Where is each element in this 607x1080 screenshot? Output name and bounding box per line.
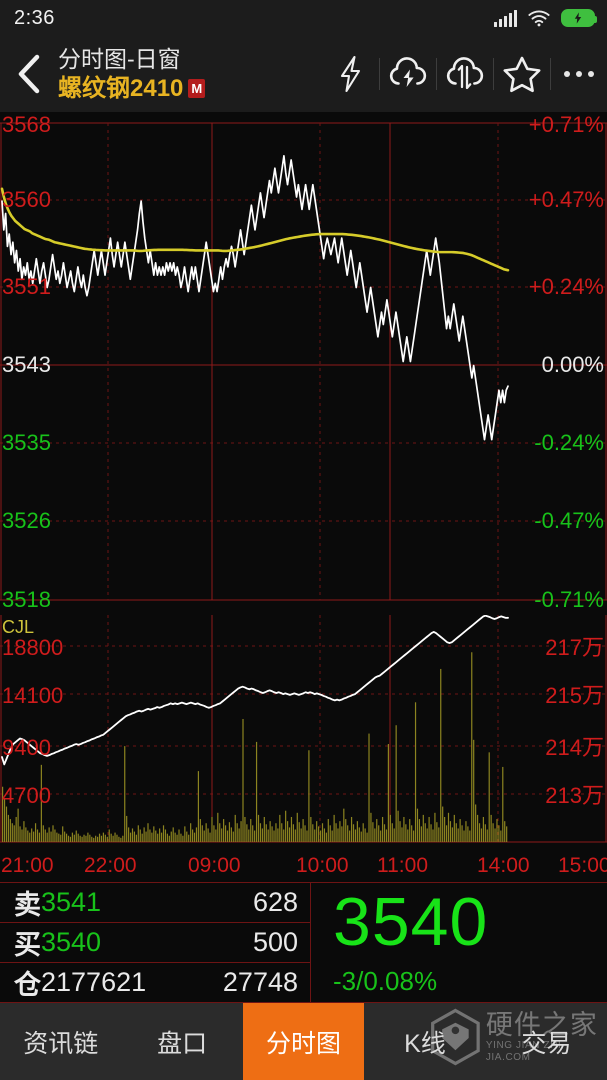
price-axis-right-2: +0.24% (528, 274, 604, 299)
bottom-tab-bar: 资讯链 盘口 分时图 K线 交易 (0, 1003, 607, 1080)
volume-axis-right-2: 214万 (545, 735, 604, 760)
time-tick-6: 15:00 (558, 854, 607, 877)
volume-axis-right-3: 213万 (545, 783, 604, 808)
cloud-updown-icon[interactable] (436, 36, 493, 112)
price-axis-left-5: 3526 (2, 508, 51, 533)
price-axis-right-5: -0.47% (534, 508, 604, 533)
more-dots-icon[interactable] (550, 36, 607, 112)
volume-axis-left-2: 9400 (2, 735, 51, 760)
ask-label: 卖 (14, 890, 41, 920)
market-badge: M (188, 79, 206, 98)
bid-label: 买 (14, 930, 41, 960)
volume-axis-right-0: 217万 (545, 635, 604, 660)
instrument-row[interactable]: 螺纹钢2410 M (58, 74, 254, 103)
price-axis-right-3: 0.00% (541, 352, 604, 377)
price-axis-right-0: +0.71% (528, 112, 604, 137)
price-axis-left-4: 3535 (2, 430, 51, 455)
open-interest-label: 仓 (14, 970, 41, 1000)
price-axis-left-0: 3568 (2, 112, 51, 137)
volume-axis-left-0: 18800 (2, 635, 64, 660)
time-axis: 21:00 22:00 09:00 10:00 11:00 14:00 15:0… (0, 854, 607, 882)
status-bar-clock: 2:36 (14, 6, 55, 29)
last-price: 3540 (333, 884, 489, 960)
volume-axis-right-1: 215万 (545, 683, 604, 708)
bid-price: 3540 (41, 927, 102, 957)
time-tick-1: 22:00 (84, 854, 137, 877)
open-interest-value: 2177621 (41, 967, 147, 997)
price-axis-left-2: 3551 (2, 274, 51, 299)
cloud-lightning-icon[interactable] (379, 36, 436, 112)
price-axis-right-1: +0.47% (528, 187, 604, 212)
lightning-icon[interactable] (322, 36, 379, 112)
time-tick-0: 21:00 (1, 854, 54, 877)
quote-panel: 卖 3541 628 买 3540 500 仓 2177621 27748 35… (0, 882, 607, 1003)
volume-chart-svg (0, 615, 607, 843)
price-axis-left-6: 3518 (2, 587, 51, 612)
volume-axis-left-3: 4700 (2, 783, 51, 808)
app-header: 分时图-日窗 螺纹钢2410 M (0, 36, 607, 112)
price-chart-svg (0, 122, 607, 601)
ask-volume: 628 (252, 887, 298, 917)
volume-indicator-label: CJL (2, 617, 35, 637)
wifi-icon (528, 9, 550, 27)
tab-kline[interactable]: K线 (404, 1029, 446, 1058)
tab-timeline[interactable]: 分时图 (242, 1003, 365, 1080)
time-tick-4: 11:00 (377, 854, 428, 877)
table-row[interactable]: 卖 3541 628 (0, 883, 310, 922)
open-interest-change: 27748 (222, 967, 298, 997)
battery-charging-icon (561, 9, 597, 27)
ask-price: 3541 (41, 887, 102, 917)
table-row[interactable]: 买 3540 500 (0, 922, 310, 962)
tab-news[interactable]: 资讯链 (23, 1029, 99, 1058)
instrument-name: 螺纹钢2410 (58, 75, 184, 102)
tab-trade[interactable]: 交易 (521, 1029, 572, 1058)
header-titles: 分时图-日窗 螺纹钢2410 M (58, 45, 254, 103)
page-title: 分时图-日窗 (58, 46, 181, 72)
price-change: -3/0.08% (333, 966, 438, 996)
price-axis-left-1: 3560 (2, 187, 51, 212)
time-tick-5: 14:00 (477, 854, 530, 877)
back-chevron-icon[interactable] (0, 36, 58, 112)
price-axis-left-3: 3543 (2, 352, 51, 377)
last-price-block: 3540 -3/0.08% (311, 883, 607, 1002)
order-book-table: 卖 3541 628 买 3540 500 仓 2177621 27748 (0, 883, 311, 1002)
time-tick-3: 10:00 (296, 854, 349, 877)
time-tick-2: 09:00 (188, 854, 241, 877)
volume-axis-left-1: 14100 (2, 683, 64, 708)
status-bar: 2:36 (0, 0, 607, 36)
price-axis-right-4: -0.24% (534, 430, 604, 455)
bid-volume: 500 (252, 927, 298, 957)
table-row[interactable]: 仓 2177621 27748 (0, 962, 310, 1002)
chart-area[interactable]: 3568 3560 3551 3543 3535 3526 3518 +0.71… (0, 112, 607, 854)
signal-bars-icon (494, 9, 517, 27)
price-chart-pane[interactable]: 3568 3560 3551 3543 3535 3526 3518 +0.71… (0, 112, 607, 615)
header-actions (322, 36, 607, 112)
tab-orderbook[interactable]: 盘口 (157, 1029, 208, 1058)
price-axis-right-6: -0.71% (534, 587, 604, 612)
status-bar-indicators (494, 9, 597, 27)
star-icon[interactable] (493, 36, 550, 112)
volume-chart-pane[interactable]: CJL 18800 14100 9400 4700 217万 215万 214万… (0, 615, 607, 854)
